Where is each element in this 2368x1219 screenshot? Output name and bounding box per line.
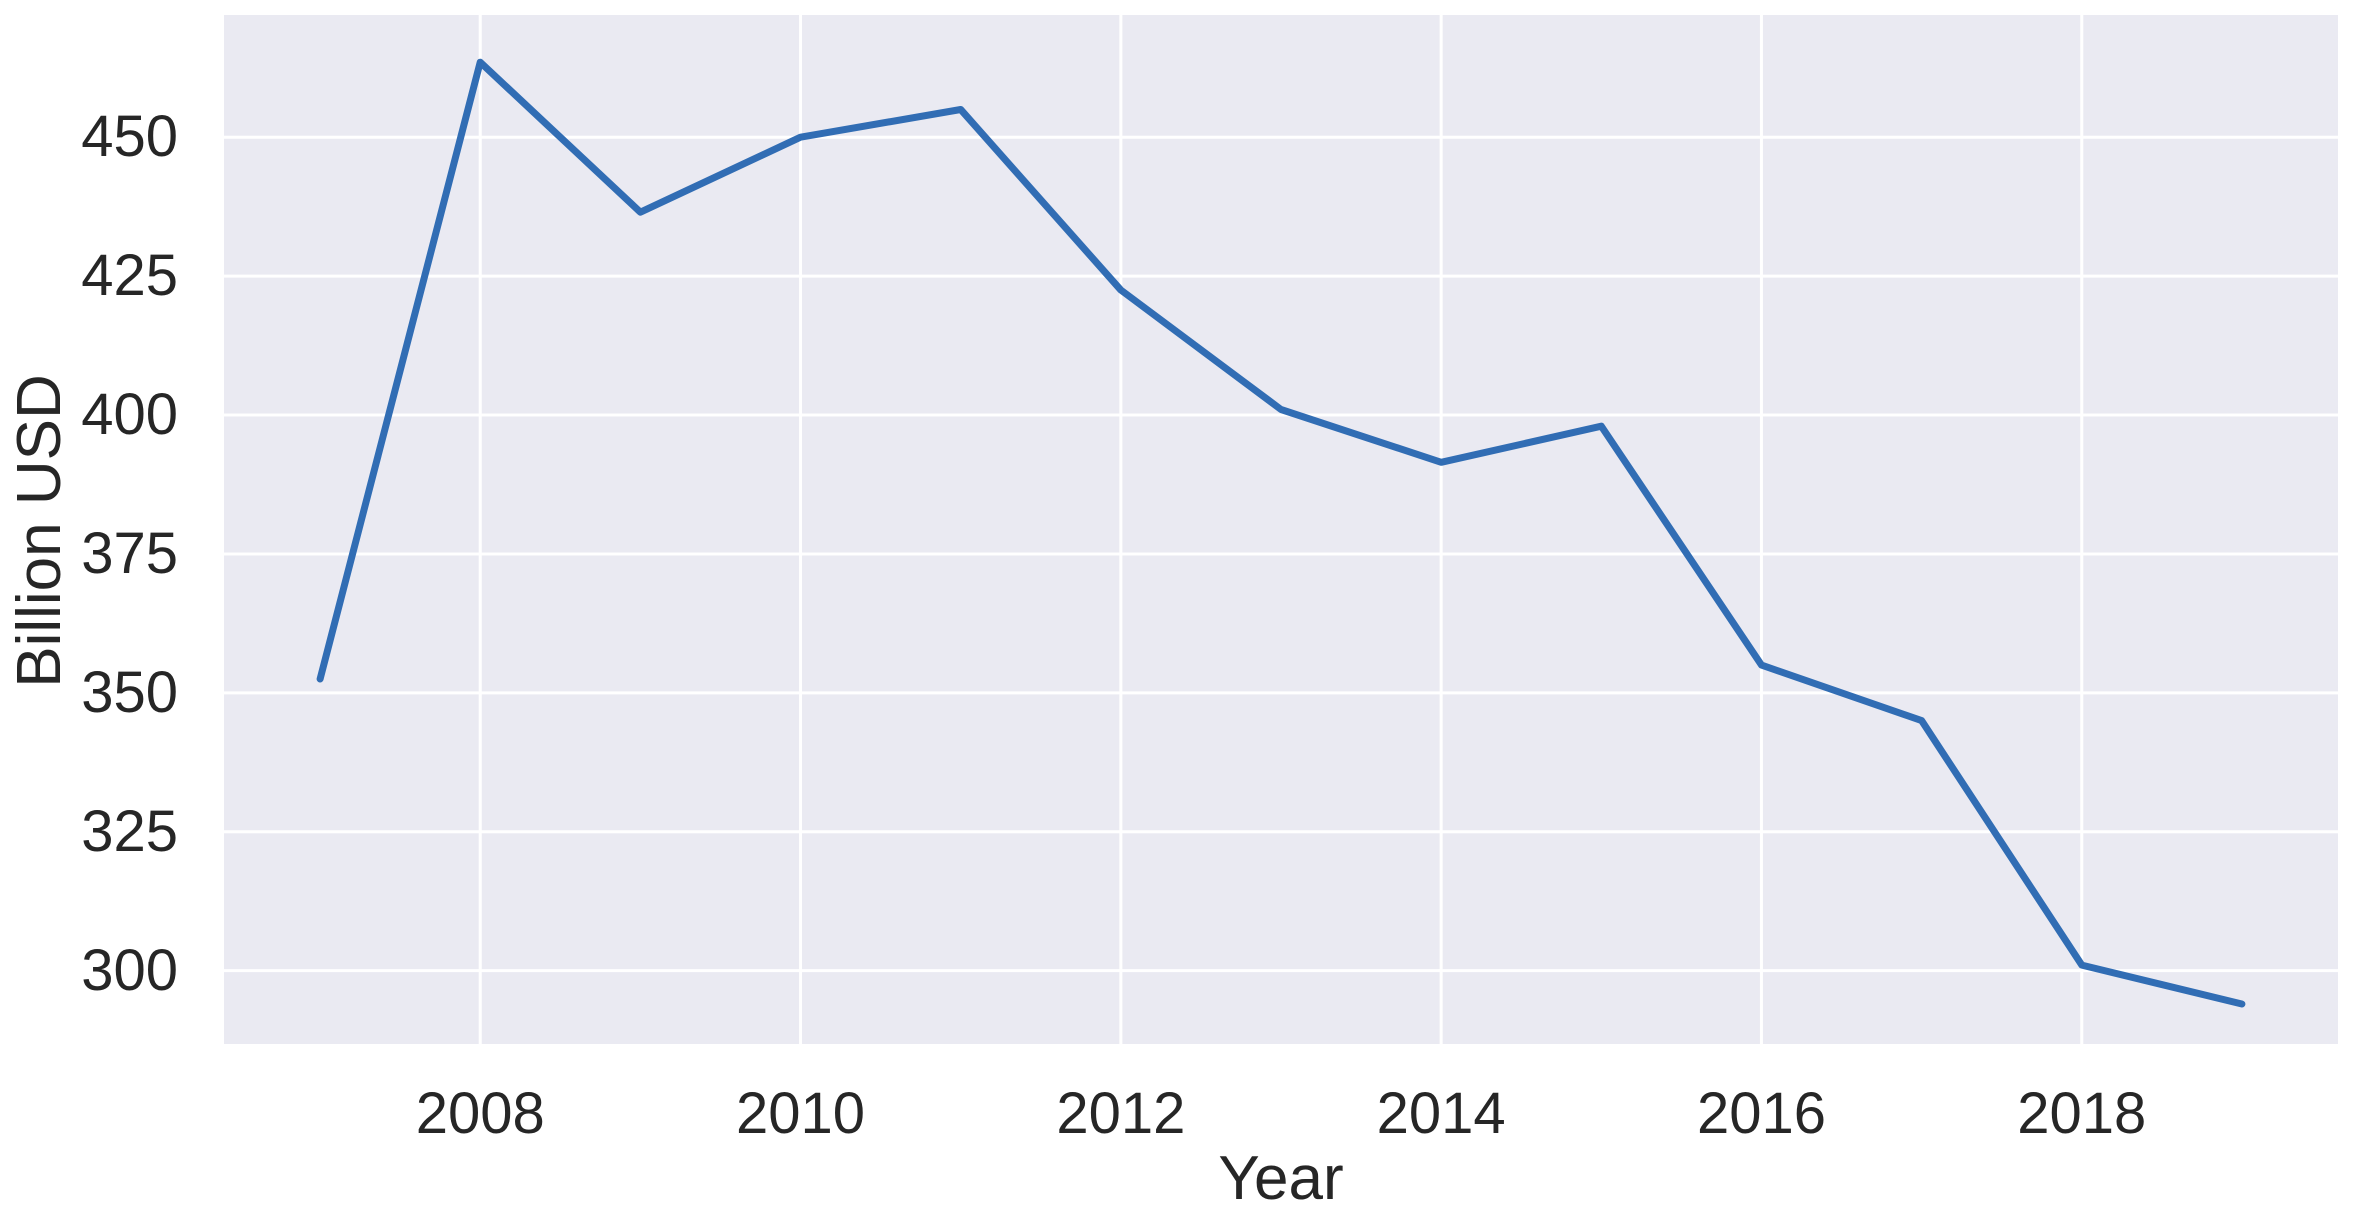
x-tick-label: 2014 <box>1376 1081 1506 1146</box>
y-tick-label: 325 <box>81 798 178 864</box>
x-tick-label: 2018 <box>2017 1081 2147 1146</box>
y-tick-label: 400 <box>81 382 178 448</box>
y-axis-label: Billion USD <box>5 374 74 688</box>
y-tick-label: 425 <box>81 243 178 309</box>
data-line <box>316 58 2246 1008</box>
x-tick-label: 2010 <box>736 1081 866 1146</box>
plot-background <box>224 15 2338 1044</box>
y-tick-label: 450 <box>81 104 178 170</box>
y-tick-label: 300 <box>81 937 178 1003</box>
x-axis-label: Year <box>1218 1144 1344 1213</box>
y-tick-label: 350 <box>81 659 178 725</box>
y-tick-label: 375 <box>81 520 178 586</box>
x-tick-label: 2016 <box>1696 1081 1826 1146</box>
x-tick-label: 2008 <box>415 1081 545 1146</box>
x-tick-label: 2012 <box>1056 1081 1186 1146</box>
